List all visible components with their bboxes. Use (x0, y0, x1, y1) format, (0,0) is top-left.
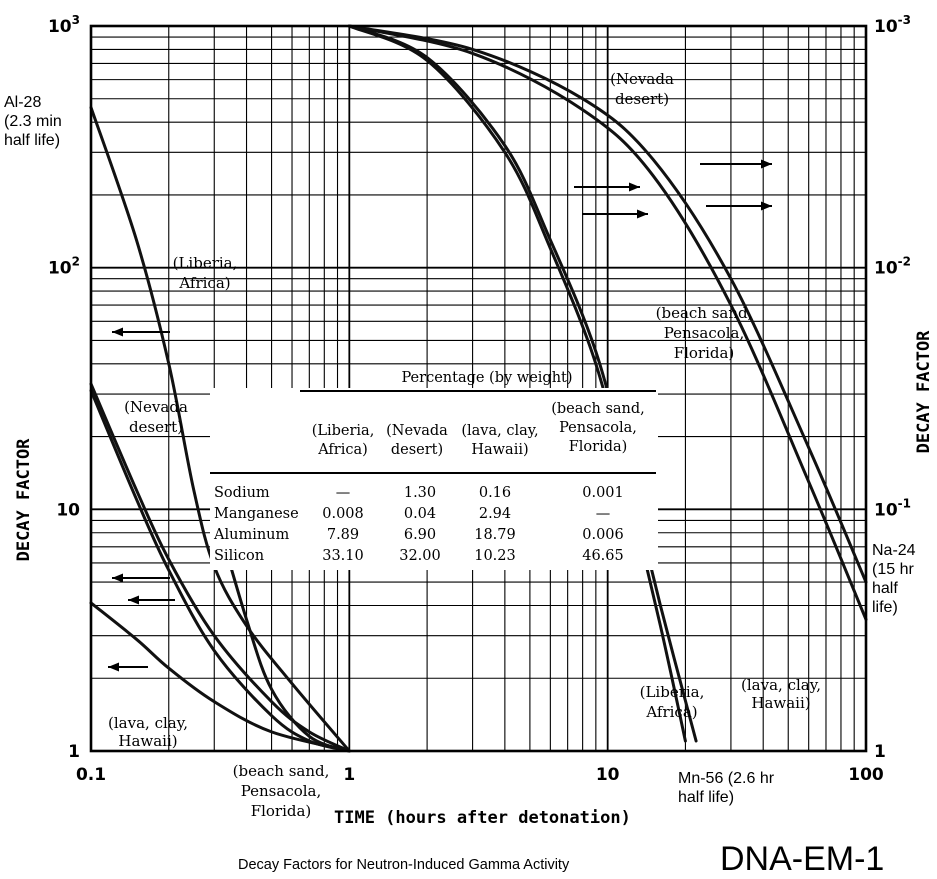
right-tick-label: 10-3 (874, 13, 911, 37)
early-series-3-line (89, 389, 351, 753)
table-cell: 1.30 (404, 485, 436, 501)
y-axis-title-right: DECAY FACTOR (914, 330, 934, 454)
late-series-3-line (347, 24, 868, 621)
table-title: Percentage (by weight) (401, 370, 572, 386)
arrow-head-0 (112, 327, 123, 337)
table-background (210, 388, 658, 570)
table-column-header: (Liberia, (312, 423, 375, 439)
arrow-head-1 (112, 573, 123, 583)
annotation-liberia-late: (Liberia, (640, 683, 705, 701)
table-column-header: (beach sand, (551, 401, 645, 417)
right-tick-label: 10-1 (874, 496, 911, 520)
early-series-1-line (89, 382, 351, 753)
left-tick-label: 103 (48, 13, 80, 37)
table-column-header: Hawaii) (471, 442, 528, 458)
table-row-label: Manganese (214, 506, 299, 522)
direction-arrows (108, 159, 772, 672)
plot-frame (89, 24, 868, 753)
annotation-lava-early: Hawaii) (118, 732, 177, 750)
composition-table: Percentage (by weight) (Liberia, Africa) (N… (213, 370, 645, 564)
figure-id: DNA-EM-1 (720, 840, 884, 878)
annotation-mn56: Mn-56 (2.6 hr (678, 770, 775, 787)
table-column-header: desert) (391, 442, 443, 458)
table-cell: 0.008 (322, 506, 364, 522)
annotation-liberia-early: Africa) (178, 274, 230, 292)
left-tick-label: 10 (56, 500, 80, 520)
x-tick-label: 1 (343, 765, 355, 785)
annotation-na24: life) (872, 599, 898, 616)
table-column-header: (Nevada (386, 423, 448, 439)
annotation-na24: half (872, 580, 898, 597)
early-series-2-line (89, 601, 351, 753)
annotation-al28: Al-28 (4, 94, 41, 111)
left-tick-label: 1 (68, 742, 80, 762)
annotation-beach-late: Pensacola, (664, 324, 745, 342)
annotation-na24: Na-24 (872, 542, 916, 559)
table-cell: 33.10 (322, 548, 364, 564)
table-cell: 32.00 (399, 548, 441, 564)
arrow-head-4 (629, 182, 640, 192)
x-tick-label: 0.1 (76, 765, 106, 785)
annotation-al28: (2.3 min (4, 113, 62, 130)
arrow-head-3 (108, 662, 119, 672)
late-series-1-line (347, 24, 698, 743)
table-cell: 10.23 (474, 548, 516, 564)
table-cell: — (336, 485, 351, 501)
table-row-label: Silicon (214, 548, 264, 564)
late-series-0-line (347, 24, 687, 743)
annotation-mn56: half life) (678, 789, 734, 806)
table-column-header: Pensacola, (559, 420, 637, 436)
annotation-beach-late: Florida) (674, 344, 735, 362)
arrow-head-6 (761, 159, 772, 169)
annotation-beach-early: Florida) (251, 802, 312, 820)
table-row-label: Sodium (214, 485, 270, 501)
annotation-nevada-early: (Nevada (124, 398, 188, 416)
x-tick-label: 10 (596, 765, 620, 785)
arrow-head-2 (128, 595, 139, 605)
table-cell: 0.006 (582, 527, 624, 543)
table-cell: 0.001 (582, 485, 624, 501)
curve-annotations: Al-28 (2.3 min half life) Na-24 (15 hr half li… (4, 70, 916, 820)
x-axis-title: TIME (hours after detonation) (334, 808, 631, 828)
annotation-nevada-late: (Nevada (610, 70, 674, 88)
arrow-head-5 (637, 209, 648, 219)
table-cell: 6.90 (404, 527, 436, 543)
table-cell: 7.89 (327, 527, 359, 543)
annotation-al28: half life) (4, 132, 60, 149)
annotation-nevada-early: desert) (129, 418, 183, 436)
table-cell: 2.94 (479, 506, 511, 522)
table-cell: 18.79 (474, 527, 516, 543)
annotation-beach-early: Pensacola, (241, 782, 322, 800)
table-column-header: (lava, clay, (461, 423, 538, 439)
table-cell: — (596, 506, 611, 522)
annotation-beach-early: (beach sand, (233, 762, 330, 780)
annotation-nevada-late: desert) (615, 90, 669, 108)
arrow-head-7 (761, 201, 772, 211)
annotation-liberia-late: Africa) (645, 703, 697, 721)
x-tick-label: 100 (848, 765, 884, 785)
annotation-lava-late: Hawaii) (751, 694, 810, 712)
right-tick-label: 10-2 (874, 255, 911, 279)
right-tick-label: 1 (874, 742, 886, 762)
left-tick-label: 102 (48, 255, 80, 279)
annotation-lava-early: (lava, clay, (108, 714, 188, 732)
table-column-header: Florida) (569, 439, 628, 455)
table-cell: 0.04 (404, 506, 436, 522)
table-cell: 46.65 (582, 548, 624, 564)
annotation-na24: (15 hr (872, 561, 914, 578)
figure-caption: Decay Factors for Neutron-Induced Gamma … (238, 857, 570, 873)
early-series-0-line (89, 106, 351, 753)
table-row-label: Aluminum (213, 527, 290, 543)
y-axis-title-left: DECAY FACTOR (14, 438, 34, 562)
annotation-beach-late: (beach sand, (656, 304, 753, 322)
tick-labels: 0.1 1 10 100 1 10 102 103 1 10-1 10-2 10-3 (48, 13, 911, 785)
table-cell: 0.16 (479, 485, 511, 501)
late-series-2-line (347, 24, 868, 584)
table-column-header: Africa) (317, 442, 368, 458)
annotation-lava-late: (lava, clay, (741, 676, 821, 694)
annotation-liberia-early: (Liberia, (173, 254, 238, 272)
